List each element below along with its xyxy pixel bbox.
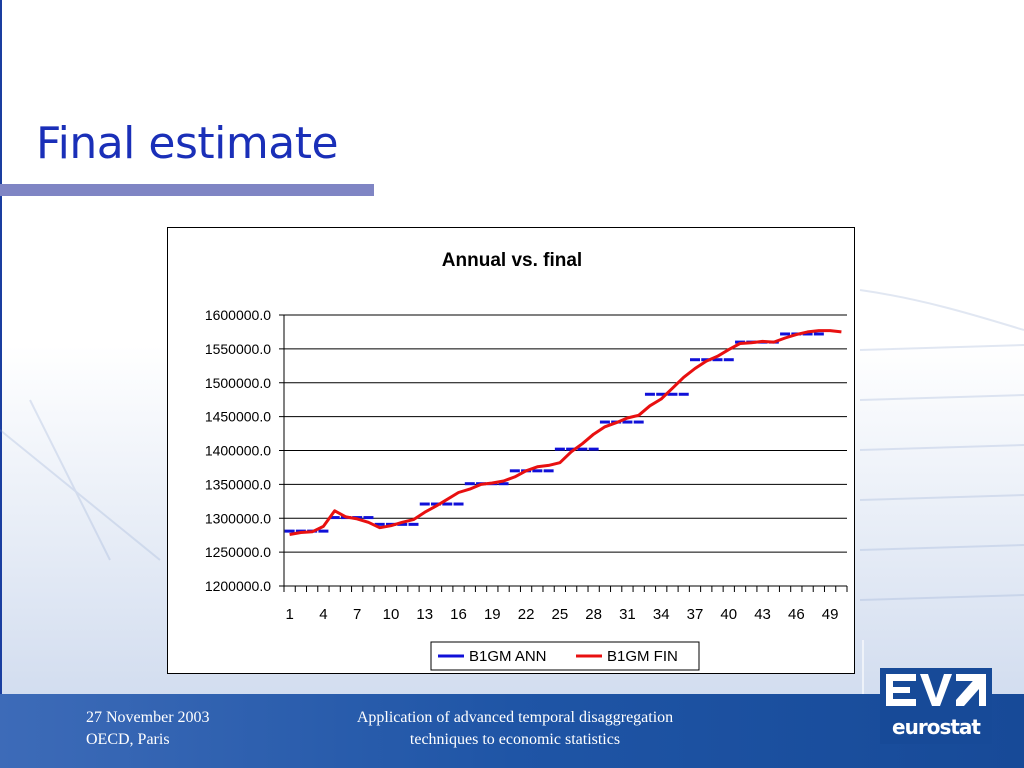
legend-label-b1gm-fin: B1GM FIN [607,648,678,665]
series-lines [284,329,842,536]
xtick-label-37: 37 [687,606,704,623]
ytick-label-8: 1600000.0 [205,307,271,323]
ytick-label-1: 1250000.0 [205,544,271,560]
ytick-label-4: 1400000.0 [205,443,271,459]
ytick-label-6: 1500000.0 [205,375,271,391]
ytick-label-3: 1350000.0 [205,476,271,492]
xtick-label-1: 1 [285,606,293,623]
ytick-label-5: 1450000.0 [205,409,271,425]
xtick-label-22: 22 [518,606,535,623]
xtick-label-19: 19 [484,606,501,623]
axes: 1200000.0 1250000.0 1300000.0 1350000.0 1400… [205,307,848,623]
footer-subject: Application of advanced temporal disaggr… [300,707,730,751]
eurostat-logo: eurostat [880,668,992,744]
ytick-label-7: 1550000.0 [205,341,271,357]
logo-wordmark: eurostat [892,715,981,739]
xtick-label-46: 46 [788,606,805,623]
chart-frame: Annual vs. final 1200000.0 1250000.0 13000… [167,227,855,674]
chart-legend: B1GM ANN B1GM FIN [430,641,700,671]
b1gm-fin-line [289,329,842,536]
ytick-label-2: 1300000.0 [205,510,271,526]
xtick-label-31: 31 [619,606,636,623]
xtick-label-4: 4 [319,606,327,623]
chart-title: Annual vs. final [442,250,582,271]
xtick-label-25: 25 [552,606,569,623]
xtick-label-28: 28 [585,606,602,623]
xtick-label-43: 43 [754,606,771,623]
footer-subject-line2: techniques to economic statistics [409,731,621,748]
legend-label-b1gm-ann: B1GM ANN [469,648,547,665]
xtick-label-34: 34 [653,606,670,623]
xtick-label-7: 7 [353,606,361,623]
footer-subject-line1: Application of advanced temporal disaggr… [356,709,674,726]
ytick-label-0: 1200000.0 [205,578,271,594]
line-chart: Annual vs. final 1200000.0 1250000.0 13000… [205,250,848,671]
legend-box [430,641,700,671]
xtick-label-49: 49 [822,606,839,623]
xtick-label-16: 16 [450,606,467,623]
xtick-label-13: 13 [416,606,433,623]
slide-title: Final estimate [36,118,339,169]
footer-date: 27 November 2003 [86,709,210,726]
title-underline-bar [0,184,374,196]
footer-date-location: 27 November 2003 OECD, Paris [86,707,210,751]
footer-location: OECD, Paris [86,731,170,748]
grid-lines [284,314,847,587]
xtick-label-10: 10 [383,606,400,623]
xtick-label-40: 40 [720,606,737,623]
